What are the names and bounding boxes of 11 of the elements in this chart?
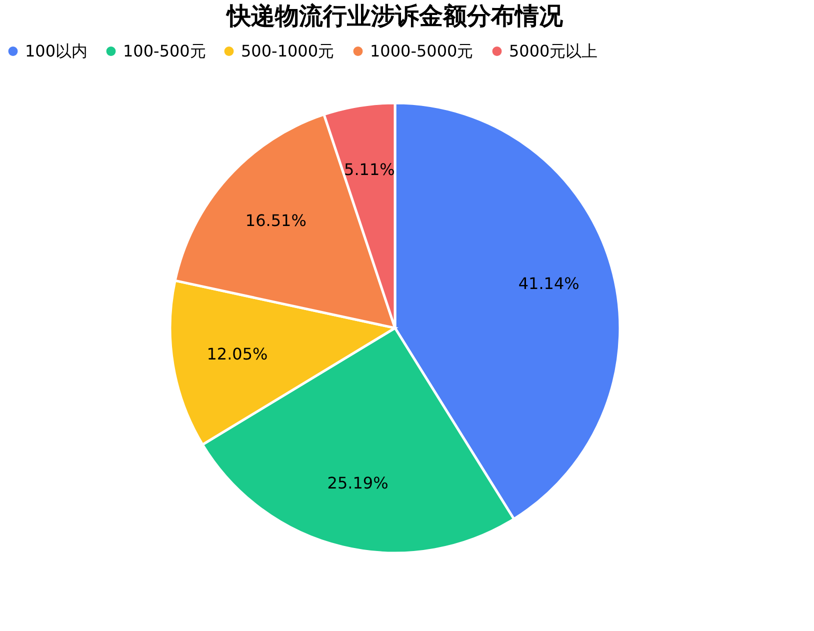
data-label: 16.51%	[245, 211, 306, 230]
chart-title: 快递物流行业涉诉金额分布情况	[225, 2, 564, 30]
data-label: 41.14%	[518, 274, 580, 294]
legend-label: 5000元以上	[509, 41, 598, 60]
data-label: 5.11%	[344, 160, 395, 180]
legend-label: 500-1000元	[241, 41, 334, 60]
data-label: 12.05%	[206, 344, 268, 364]
data-label: 25.19%	[327, 474, 388, 493]
legend-label: 100以内	[25, 41, 88, 60]
legend-label: 1000-5000元	[370, 41, 474, 60]
legend-label: 100-500元	[123, 41, 206, 60]
